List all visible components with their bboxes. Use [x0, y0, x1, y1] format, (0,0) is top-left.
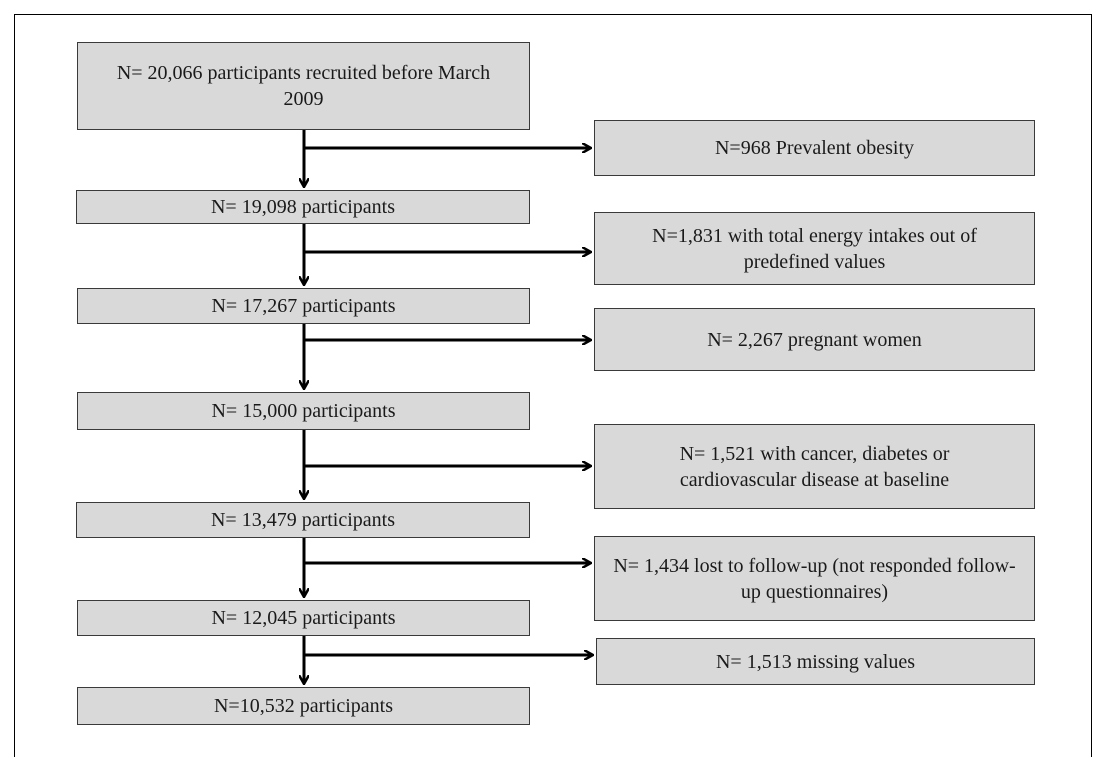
exclusion-box-missing: N= 1,513 missing values [596, 638, 1035, 685]
main-box-after-obesity: N= 19,098 participants [76, 190, 530, 224]
figure-frame [14, 14, 1092, 757]
exclusion-box-pregnant: N= 2,267 pregnant women [594, 308, 1035, 371]
exclusion-box-energy: N=1,831 with total energy intakes out of… [594, 212, 1035, 285]
main-box-after-followup: N= 12,045 participants [77, 600, 530, 636]
exclusion-box-obesity: N=968 Prevalent obesity [594, 120, 1035, 176]
main-box-after-energy: N= 17,267 participants [77, 288, 530, 324]
exclusion-box-disease: N= 1,521 with cancer, diabetes or cardio… [594, 424, 1035, 509]
main-box-after-pregnant: N= 15,000 participants [77, 392, 530, 430]
exclusion-box-followup: N= 1,434 lost to follow-up (not responde… [594, 536, 1035, 621]
main-box-after-disease: N= 13,479 participants [76, 502, 530, 538]
main-box-final: N=10,532 participants [77, 687, 530, 725]
main-box-recruited: N= 20,066 participants recruited before … [77, 42, 530, 130]
